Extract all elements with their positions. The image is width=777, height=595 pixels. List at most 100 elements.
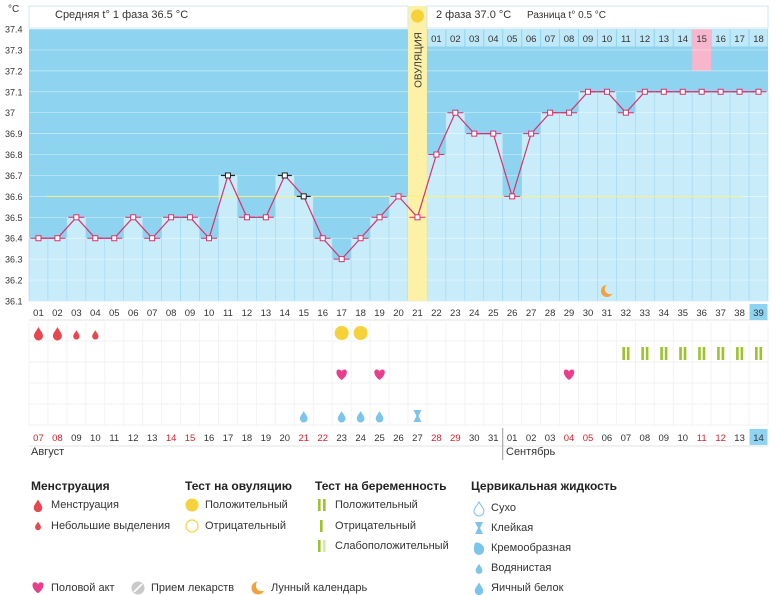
pregnancy-test-positive-icon-bar [664,347,668,360]
cycle-day-number: 14 [280,308,291,319]
calendar-date: 17 [223,433,234,444]
temp-point [262,214,269,221]
temp-point [92,235,99,242]
calendar-date: 19 [261,433,272,444]
cycle-day-number: 16 [317,308,328,319]
phase2-day-number: 12 [640,34,651,45]
phase2-day-number: 18 [753,34,764,45]
pregnancy-test-positive-icon [736,347,739,360]
calendar-date: 04 [564,433,575,444]
temp-point [243,214,250,221]
phase2-day-cell [446,29,465,47]
temp-point [584,88,591,95]
legend-menstruation-icon [33,499,43,513]
cycle-day-number: 24 [469,308,480,319]
phase2-day-number: 13 [658,34,669,45]
legend-pregnancy-negative: Отрицательный [335,520,416,532]
legend-dry-icon [473,500,485,517]
temp-point [319,235,326,242]
cycle-day-number: 20 [393,308,404,319]
pregnancy-test-positive-icon [679,347,682,360]
calendar-date: 08 [640,433,651,444]
month-august: Август [31,446,65,458]
temp-point [111,235,118,242]
calendar-date: 02 [526,433,537,444]
phase2-day-cell [503,29,522,47]
temp-bar [47,237,68,302]
cycle-day-number: 34 [658,308,669,319]
temp-bar [85,237,106,302]
calendar-date: 27 [412,433,423,444]
cycle-day-number: 01 [33,308,44,319]
temp-point [281,172,288,179]
temp-point [528,130,535,137]
temp-point [130,214,137,221]
phase2-day-cell [427,29,446,47]
y-tick-label: 36.4 [5,234,23,244]
cycle-day-number: 15 [298,308,309,319]
phase2-day-number: 06 [526,34,537,45]
phase2-day-cell [597,29,616,47]
intercourse-heart-icon [374,369,385,380]
temp-point [357,235,364,242]
temp-point [490,130,497,137]
phase2-day-cell [673,29,692,47]
cycle-day-number: 36 [696,308,707,319]
calendar-date: 11 [109,433,119,444]
calendar-date: 26 [393,433,404,444]
cycle-day-number: 09 [185,308,196,319]
phase2-header-cell [426,5,769,29]
ovulation-test-positive-icon [334,326,349,340]
cycle-day-number: 35 [677,308,688,319]
temp-bar [199,237,219,302]
cycle-day-number: 08 [166,308,177,319]
y-tick-label: 37.4 [5,25,23,35]
temp-bar [312,237,333,302]
calendar-date: 10 [90,433,101,444]
pregnancy-test-positive-icon-bar [626,347,630,360]
temp-bar [616,112,636,302]
calendar-date: 03 [545,433,556,444]
phase2-day-number: 08 [564,34,575,45]
legend-fluid-watery: Водянистая [491,562,552,574]
cycle-day-number: 33 [640,308,651,319]
phase2-day-cell [635,29,654,47]
legend-pill-icon-stripe [133,583,143,593]
temp-point [679,88,686,95]
legend-pregnancy-positive: Положительный [335,499,418,511]
cycle-day-number: 30 [583,308,594,319]
temp-point [603,88,610,95]
current-day-cell [749,304,768,320]
legend-title-cervical-fluid: Цервикальная жидкость [471,479,618,493]
calendar-date: 09 [71,433,82,444]
temp-point [54,235,61,242]
calendar-date: 22 [317,433,328,444]
calendar-date: 01 [507,433,518,444]
egg-white-fluid-icon [299,411,308,423]
legend-pregnancy-weak-icon [318,540,321,552]
cycle-day-number: 31 [602,308,613,319]
temp-point [395,193,402,200]
cycle-day-number: 29 [564,308,575,319]
temp-bar [142,237,162,302]
y-tick-label: 37 [5,108,15,118]
cycle-day-number: 26 [507,308,518,319]
legend-fluid-sticky: Клейкая [491,522,534,534]
pregnancy-test-positive-icon [641,347,644,360]
intercourse-heart-icon [336,369,347,380]
pregnancy-test-positive-icon [717,347,720,360]
temp-bar [28,237,49,302]
temp-bar [445,112,466,302]
phase2-day-number: 15 [696,34,707,45]
calendar-date: 07 [621,433,632,444]
temp-point [698,88,705,95]
calendar-date: 08 [52,433,63,444]
cycle-day-number: 10 [204,308,215,319]
cycle-day-number: 11 [223,308,233,319]
temp-point [736,88,743,95]
phase2-day-number: 05 [507,34,518,45]
temp-bar [502,196,522,302]
pregnancy-test-positive-icon-bar [721,347,725,360]
temp-point [471,130,478,137]
